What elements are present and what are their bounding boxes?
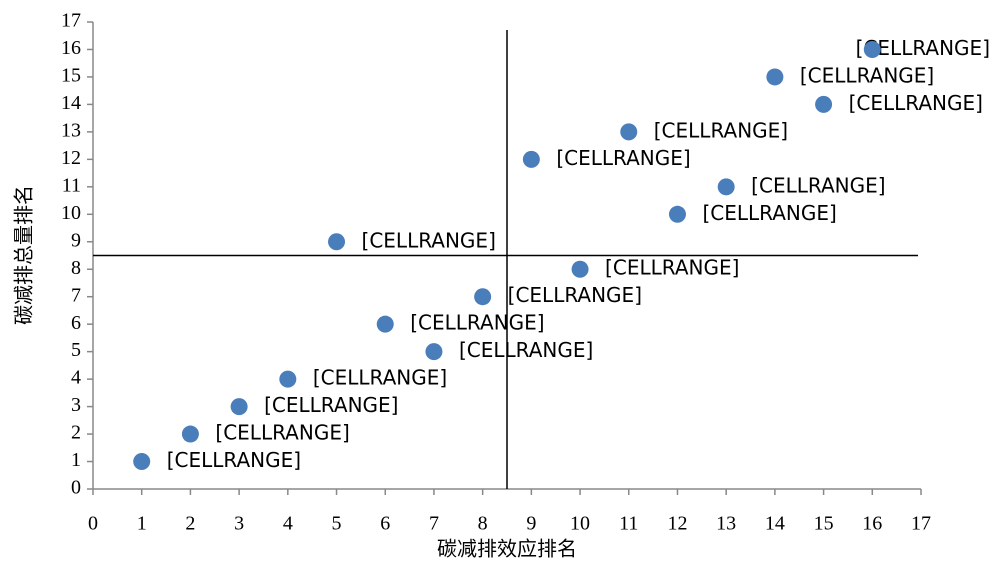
y-tick-label: 2 (71, 422, 81, 444)
point (620, 123, 638, 141)
data-label: [CELLRANGE] (508, 283, 642, 307)
y-tick-label: 15 (61, 65, 81, 87)
y-tick-label: 17 (61, 10, 81, 32)
data-label: [CELLRANGE] (702, 201, 836, 225)
point (766, 68, 784, 86)
point (863, 40, 881, 58)
data-label: [CELLRANGE] (362, 228, 496, 252)
y-tick-label: 7 (71, 284, 81, 306)
y-axis-label: 碳减排总量排名 (12, 185, 36, 325)
y-tick-label: 8 (71, 257, 81, 279)
y-tick-label: 9 (71, 229, 81, 251)
data-label: [CELLRANGE] (264, 393, 398, 417)
point (474, 288, 492, 306)
x-tick-label: 2 (185, 513, 195, 535)
point (230, 398, 248, 416)
point (133, 453, 151, 471)
point (668, 205, 686, 223)
y-tick-label: 10 (61, 202, 81, 224)
point (181, 425, 199, 443)
point (279, 370, 297, 388)
x-axis-label: 碳减排效应排名 (437, 537, 577, 561)
x-tick-label: 8 (478, 513, 488, 535)
x-tick-label: 10 (570, 513, 590, 535)
y-tick-label: 1 (71, 449, 81, 471)
x-tick-label: 13 (716, 513, 736, 535)
y-tick-label: 14 (61, 92, 81, 114)
point (328, 233, 346, 251)
y-tick-label: 3 (71, 394, 81, 416)
x-tick-label: 11 (619, 513, 638, 535)
data-label: [CELLRANGE] (313, 366, 447, 390)
y-tick-label: 0 (71, 477, 81, 499)
y-tick-label: 13 (61, 119, 81, 141)
x-tick-label: 16 (862, 513, 882, 535)
y-tick-label: 6 (71, 312, 81, 334)
x-tick-label: 9 (526, 513, 536, 535)
x-tick-label: 0 (88, 513, 98, 535)
data-label: [CELLRANGE] (849, 91, 983, 115)
x-tick-label: 12 (667, 513, 687, 535)
x-tick-label: 4 (283, 513, 293, 535)
x-tick-label: 5 (332, 513, 342, 535)
data-label: [CELLRANGE] (459, 338, 593, 362)
data-label: [CELLRANGE] (167, 448, 301, 472)
point (571, 260, 589, 278)
x-tick-label: 14 (765, 513, 785, 535)
y-tick-label: 12 (61, 147, 81, 169)
y-tick-label: 4 (71, 367, 81, 389)
y-tick-label: 11 (62, 174, 81, 196)
point (522, 150, 540, 168)
x-tick-label: 3 (234, 513, 244, 535)
data-label: [CELLRANGE] (215, 421, 349, 445)
point (815, 95, 833, 113)
x-tick-label: 6 (380, 513, 390, 535)
data-label: [CELLRANGE] (654, 118, 788, 142)
data-label: [CELLRANGE] (410, 311, 544, 335)
x-tick-label: 15 (814, 513, 834, 535)
point (425, 343, 443, 361)
y-tick-label: 16 (61, 37, 81, 59)
data-label: [CELLRANGE] (556, 146, 690, 170)
point (376, 315, 394, 333)
data-label: [CELLRANGE] (605, 256, 739, 280)
data-label: [CELLRANGE] (751, 173, 885, 197)
y-tick-label: 5 (71, 339, 81, 361)
point (717, 178, 735, 196)
x-tick-label: 1 (137, 513, 147, 535)
data-label: [CELLRANGE] (800, 63, 934, 87)
x-tick-label: 17 (911, 513, 931, 535)
x-tick-label: 7 (429, 513, 439, 535)
